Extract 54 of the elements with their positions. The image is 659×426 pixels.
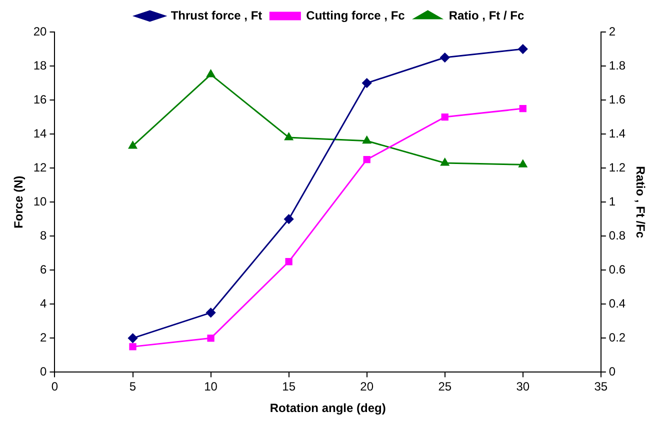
point: [518, 44, 528, 54]
x-tick-label: 35: [594, 380, 608, 394]
point: [518, 160, 528, 168]
point: [440, 158, 450, 166]
point: [362, 78, 372, 88]
x-tick-label: 0: [51, 380, 58, 394]
y-tick-label: 16: [33, 92, 48, 106]
point: [207, 334, 214, 342]
point: [128, 141, 137, 149]
y-tick-label: 0: [40, 364, 48, 379]
point: [284, 214, 294, 224]
point: [441, 113, 448, 121]
y-axis-title: Force (N): [12, 176, 26, 228]
point: [285, 258, 292, 266]
x-tick-label: 15: [282, 380, 296, 394]
y2-tick-label: 0.4: [608, 296, 626, 310]
y-tick-label: 20: [33, 24, 48, 38]
point: [128, 333, 138, 343]
point: [206, 308, 216, 318]
point: [440, 52, 450, 62]
y2-tick-label: 1.2: [608, 160, 626, 174]
y2-tick-label: 1.4: [608, 126, 626, 140]
x-tick-label: 10: [204, 380, 218, 394]
y2-tick-label: 2: [608, 24, 616, 38]
y-tick-label: 6: [40, 262, 48, 276]
y2-tick-label: 0.6: [608, 262, 626, 276]
y2-tick-label: 1.8: [608, 58, 626, 72]
y2-tick-label: 1: [608, 194, 616, 208]
x-tick-label: 25: [438, 380, 452, 394]
x-tick-label: 30: [516, 380, 530, 394]
legend-label: Cutting force , Fc: [306, 8, 406, 22]
y-tick-label: 10: [33, 194, 48, 208]
x-tick-label: 20: [360, 380, 374, 394]
point: [206, 70, 216, 78]
x-tick-label: 5: [129, 380, 136, 394]
y-tick-label: 12: [33, 160, 48, 174]
y2-axis-title: Ratio , Ft /Fc: [633, 166, 648, 238]
point: [519, 104, 526, 112]
legend-label: Thrust force , Ft: [170, 8, 262, 22]
y2-tick-label: 0.2: [608, 330, 626, 344]
y-tick-label: 18: [33, 58, 48, 72]
point: [362, 136, 372, 144]
y-tick-label: 2: [40, 330, 48, 344]
point: [129, 343, 136, 350]
x-axis-title: Rotation angle (deg): [270, 401, 386, 416]
y-tick-label: 14: [33, 126, 48, 140]
legend-label: Ratio , Ft / Fc: [448, 8, 524, 22]
y-tick-label: 4: [40, 296, 48, 310]
point: [284, 132, 294, 140]
y-tick-label: 8: [40, 228, 48, 242]
y2-tick-label: 1.6: [608, 92, 626, 106]
y2-tick-label: 0.8: [608, 228, 626, 242]
point: [363, 156, 370, 164]
y2-tick-label: 0: [608, 364, 616, 379]
